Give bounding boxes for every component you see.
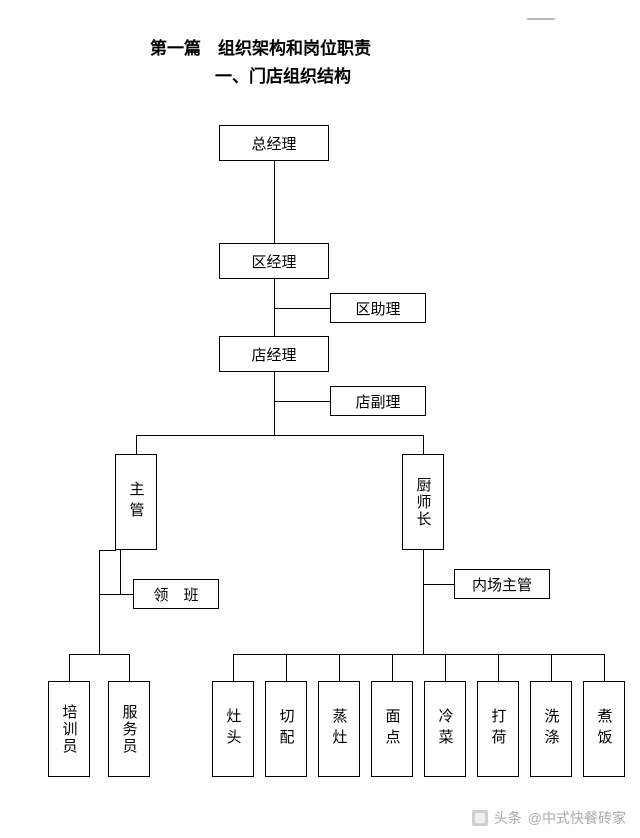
watermark-prefix: 头条 [494, 808, 522, 828]
edge [69, 654, 70, 681]
edge [136, 435, 137, 454]
node-helper: 打荷 [477, 681, 519, 777]
edge [274, 401, 330, 402]
node-supervisor: 主管 [115, 454, 157, 550]
edge [286, 654, 287, 681]
node-cut: 切配 [265, 681, 307, 777]
edge [498, 654, 499, 681]
edge [233, 654, 604, 655]
edge [233, 654, 234, 681]
node-area-assistant: 区助理 [330, 293, 426, 323]
edge [423, 550, 424, 654]
node-store-manager: 店经理 [219, 336, 329, 372]
watermark: 头条 @中式快餐砖家 [472, 808, 626, 828]
edge [423, 435, 424, 454]
node-foreman: 领 班 [133, 579, 219, 609]
node-cold: 冷菜 [424, 681, 466, 777]
watermark-icon [472, 810, 488, 826]
node-waiter: 服务员 [108, 681, 150, 777]
edge [445, 654, 446, 681]
node-store-deputy: 店副理 [330, 386, 426, 416]
corner-decoration [527, 18, 555, 20]
title-sub: 一、门店组织结构 [215, 62, 351, 87]
edge [423, 584, 454, 585]
edge [339, 654, 340, 681]
edge [69, 654, 129, 655]
edge [99, 550, 116, 551]
node-trainer: 培训员 [48, 681, 90, 777]
node-stove: 灶头 [212, 681, 254, 777]
node-inner-supervisor: 内场主管 [454, 569, 550, 599]
node-steam: 蒸灶 [318, 681, 360, 777]
edge [274, 161, 275, 243]
node-rice: 煮饭 [583, 681, 625, 777]
edge [99, 594, 100, 654]
edge [136, 435, 423, 436]
edge [274, 372, 275, 435]
edge [120, 594, 133, 595]
node-wash: 洗涤 [530, 681, 572, 777]
edge [604, 654, 605, 681]
watermark-author: @中式快餐砖家 [528, 808, 626, 828]
edge [99, 594, 120, 595]
node-chef: 厨师长 [402, 454, 444, 550]
node-gm: 总经理 [219, 125, 329, 161]
edge [551, 654, 552, 681]
edge [120, 550, 121, 594]
node-pastry: 面点 [371, 681, 413, 777]
edge [274, 308, 330, 309]
edge [392, 654, 393, 681]
node-area-manager: 区经理 [219, 243, 329, 279]
edge [129, 654, 130, 681]
title-main: 第一篇 组织架构和岗位职责 [150, 34, 371, 59]
